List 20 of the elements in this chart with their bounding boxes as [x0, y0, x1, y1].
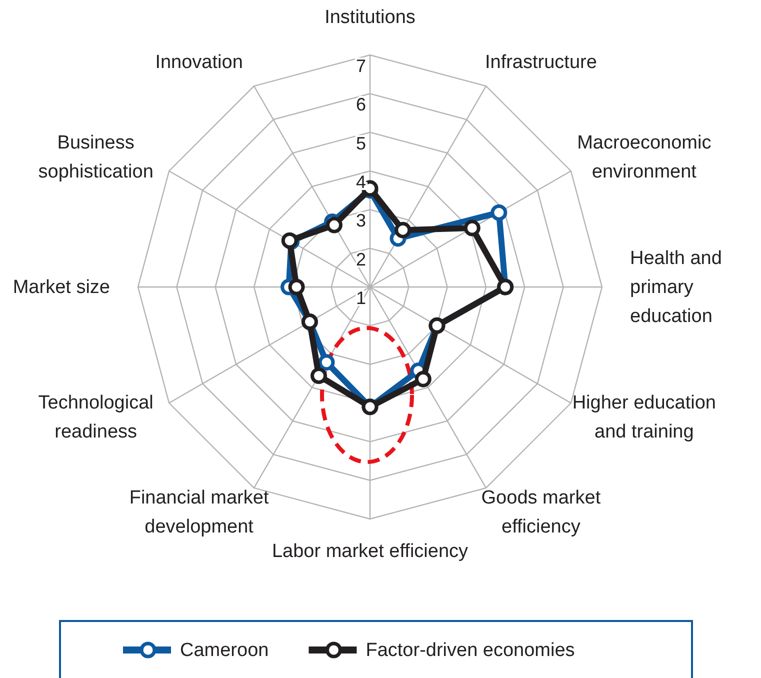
spoke-label: Institutions: [324, 7, 416, 28]
spoke-label: Market size: [12, 277, 110, 298]
legend-label: Factor-driven economies: [366, 640, 575, 661]
spoke-label: Business sophistication: [38, 132, 154, 182]
spoke-label: Labor market efficiency: [272, 541, 469, 562]
y-tick-label: 3: [356, 210, 366, 231]
spoke-label: Innovation: [155, 52, 243, 73]
spoke-label: Financial market development: [129, 488, 270, 538]
spoke-label: Health and primary education: [630, 248, 722, 327]
y-tick-label: 7: [356, 56, 366, 76]
legend-label: Cameroon: [180, 640, 269, 661]
spoke-label: Infrastructure: [484, 52, 597, 73]
y-tick-label: 6: [356, 94, 366, 115]
spoke-label: Technological readiness: [38, 392, 154, 442]
spoke-label: Goods market efficiency: [481, 488, 602, 538]
y-tick-label: 5: [356, 133, 366, 154]
spoke-label: Higher education and training: [572, 392, 716, 442]
y-tick-label: 2: [356, 249, 366, 270]
y-tick-label: 1: [356, 288, 366, 308]
spoke-label: Macroeconomic environment: [577, 132, 712, 182]
